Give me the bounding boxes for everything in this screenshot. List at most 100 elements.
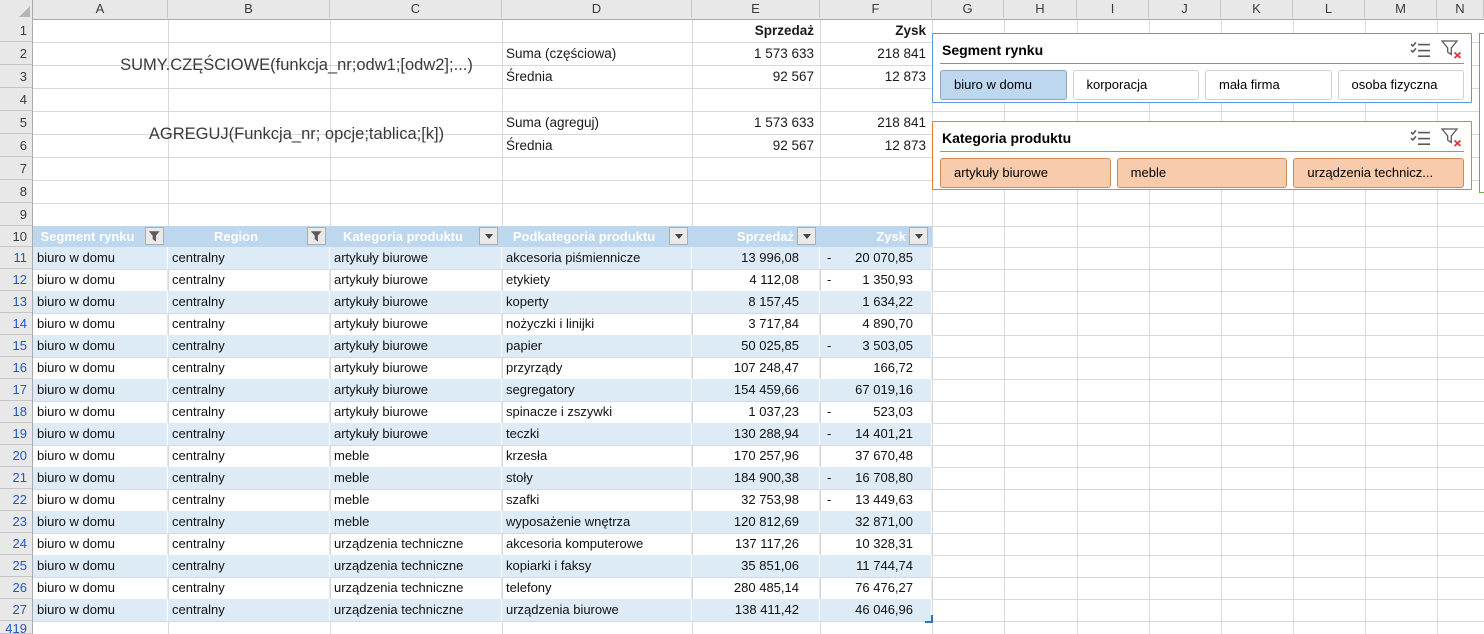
column-header-F[interactable]: F <box>820 0 932 18</box>
cell-aggregate-sum-label[interactable]: Suma (agreguj) <box>506 115 600 130</box>
row-header-20[interactable]: 20 <box>0 445 32 467</box>
table-cell[interactable]: centralny <box>168 269 330 291</box>
table-cell[interactable]: etykiety <box>502 269 692 291</box>
table-cell[interactable]: meble <box>330 511 502 533</box>
table-cell[interactable]: 11 744,74 <box>820 555 932 577</box>
table-cell[interactable]: 32 871,00 <box>820 511 932 533</box>
table-cell[interactable]: centralny <box>168 313 330 335</box>
table-cell[interactable]: 130 288,94 <box>692 423 820 445</box>
column-header-M[interactable]: M <box>1365 0 1437 18</box>
row-header-4[interactable]: 4 <box>0 88 32 111</box>
table-cell[interactable]: 20 070,85- <box>820 247 932 269</box>
table-cell[interactable]: 523,03- <box>820 401 932 423</box>
table-cell[interactable]: centralny <box>168 335 330 357</box>
table-cell[interactable]: 120 812,69 <box>692 511 820 533</box>
table-cell[interactable]: szafki <box>502 489 692 511</box>
table-cell[interactable]: akcesoria komputerowe <box>502 533 692 555</box>
row-header-10[interactable]: 10 <box>0 226 32 247</box>
table-cell[interactable]: biuro w domu <box>33 379 168 401</box>
cell-aggregate-sum-profit[interactable]: 218 841 <box>877 115 926 130</box>
table-cell[interactable]: centralny <box>168 247 330 269</box>
clear-filter-icon[interactable] <box>1441 128 1462 147</box>
table-cell[interactable]: 14 401,21- <box>820 423 932 445</box>
table-cell[interactable]: centralny <box>168 555 330 577</box>
cell-aggregate-sum-sales[interactable]: 1 573 633 <box>753 115 814 130</box>
row-header-8[interactable]: 8 <box>0 180 32 203</box>
table-cell[interactable]: 76 476,27 <box>820 577 932 599</box>
table-cell[interactable]: centralny <box>168 533 330 555</box>
row-header-2[interactable]: 2 <box>0 42 32 65</box>
column-header-E[interactable]: E <box>692 0 820 18</box>
filter-button[interactable] <box>669 227 688 245</box>
table-cell[interactable]: centralny <box>168 379 330 401</box>
slicer-item[interactable]: artykuły biurowe <box>940 158 1111 188</box>
table-cell[interactable]: biuro w domu <box>33 467 168 489</box>
table-cell[interactable]: urządzenia biurowe <box>502 599 692 621</box>
table-cell[interactable]: 170 257,96 <box>692 445 820 467</box>
table-cell[interactable]: centralny <box>168 467 330 489</box>
table-cell[interactable]: 107 248,47 <box>692 357 820 379</box>
table-cell[interactable]: urządzenia techniczne <box>330 577 502 599</box>
row-header-9[interactable]: 9 <box>0 203 32 226</box>
table-cell[interactable]: artykuły biurowe <box>330 313 502 335</box>
column-header-I[interactable]: I <box>1077 0 1149 18</box>
table-cell[interactable]: biuro w domu <box>33 423 168 445</box>
table-cell[interactable]: centralny <box>168 291 330 313</box>
row-header-19[interactable]: 19 <box>0 423 32 445</box>
table-cell[interactable]: biuro w domu <box>33 313 168 335</box>
table-cell[interactable]: 13 449,63- <box>820 489 932 511</box>
row-header-1[interactable]: 1 <box>0 19 32 42</box>
table-cell[interactable]: centralny <box>168 401 330 423</box>
row-header-16[interactable]: 16 <box>0 357 32 379</box>
row-header-21[interactable]: 21 <box>0 467 32 489</box>
table-header-1[interactable]: Region <box>168 226 330 247</box>
slicer-item[interactable]: korporacja <box>1072 70 1199 100</box>
multi-select-icon[interactable] <box>1410 41 1431 58</box>
table-cell[interactable]: meble <box>330 467 502 489</box>
row-header-27[interactable]: 27 <box>0 599 32 621</box>
table-cell[interactable]: artykuły biurowe <box>330 335 502 357</box>
column-header-N[interactable]: N <box>1437 0 1484 18</box>
table-cell[interactable]: biuro w domu <box>33 357 168 379</box>
table-cell[interactable]: urządzenia techniczne <box>330 533 502 555</box>
column-header-B[interactable]: B <box>168 0 330 18</box>
column-header-A[interactable]: A <box>33 0 168 18</box>
table-cell[interactable]: 10 328,31 <box>820 533 932 555</box>
cell-subtotal-avg-sales[interactable]: 92 567 <box>772 69 814 84</box>
table-cell[interactable]: biuro w domu <box>33 533 168 555</box>
cell-subtotal-avg-label[interactable]: Średnia <box>506 69 553 84</box>
row-header-26[interactable]: 26 <box>0 577 32 599</box>
table-cell[interactable]: krzesła <box>502 445 692 467</box>
multi-select-icon[interactable] <box>1410 129 1431 146</box>
table-header-2[interactable]: Kategoria produktu <box>330 226 502 247</box>
row-header-15[interactable]: 15 <box>0 335 32 357</box>
table-cell[interactable]: biuro w domu <box>33 445 168 467</box>
table-cell[interactable]: biuro w domu <box>33 291 168 313</box>
slicer-item[interactable]: mała firma <box>1205 70 1332 100</box>
table-cell[interactable]: centralny <box>168 357 330 379</box>
clear-filter-icon[interactable] <box>1441 40 1462 59</box>
row-header-14[interactable]: 14 <box>0 313 32 335</box>
table-cell[interactable]: 16 708,80- <box>820 467 932 489</box>
row-header-7[interactable]: 7 <box>0 157 32 180</box>
table-cell[interactable]: artykuły biurowe <box>330 247 502 269</box>
cell-aggregate-avg-sales[interactable]: 92 567 <box>772 138 814 153</box>
row-header-25[interactable]: 25 <box>0 555 32 577</box>
column-header-G[interactable]: G <box>932 0 1004 18</box>
table-cell[interactable]: biuro w domu <box>33 577 168 599</box>
row-header-23[interactable]: 23 <box>0 511 32 533</box>
row-header-17[interactable]: 17 <box>0 379 32 401</box>
table-cell[interactable]: 4 890,70 <box>820 313 932 335</box>
table-cell[interactable]: 8 157,45 <box>692 291 820 313</box>
table-cell[interactable]: 4 112,08 <box>692 269 820 291</box>
table-cell[interactable]: urządzenia techniczne <box>330 599 502 621</box>
table-cell[interactable]: urządzenia techniczne <box>330 555 502 577</box>
select-all-corner[interactable] <box>0 0 33 19</box>
cell-formula-aggregate[interactable]: AGREGUJ(Funkcja_nr; opcje;tablica;[k]) <box>148 125 445 143</box>
filter-button[interactable] <box>797 227 816 245</box>
table-cell[interactable]: centralny <box>168 511 330 533</box>
slicer-item[interactable]: meble <box>1116 158 1288 188</box>
filter-button[interactable] <box>909 227 928 245</box>
cell-subtotal-sum-label[interactable]: Suma (częściowa) <box>506 46 617 61</box>
row-header-11[interactable]: 11 <box>0 247 32 269</box>
